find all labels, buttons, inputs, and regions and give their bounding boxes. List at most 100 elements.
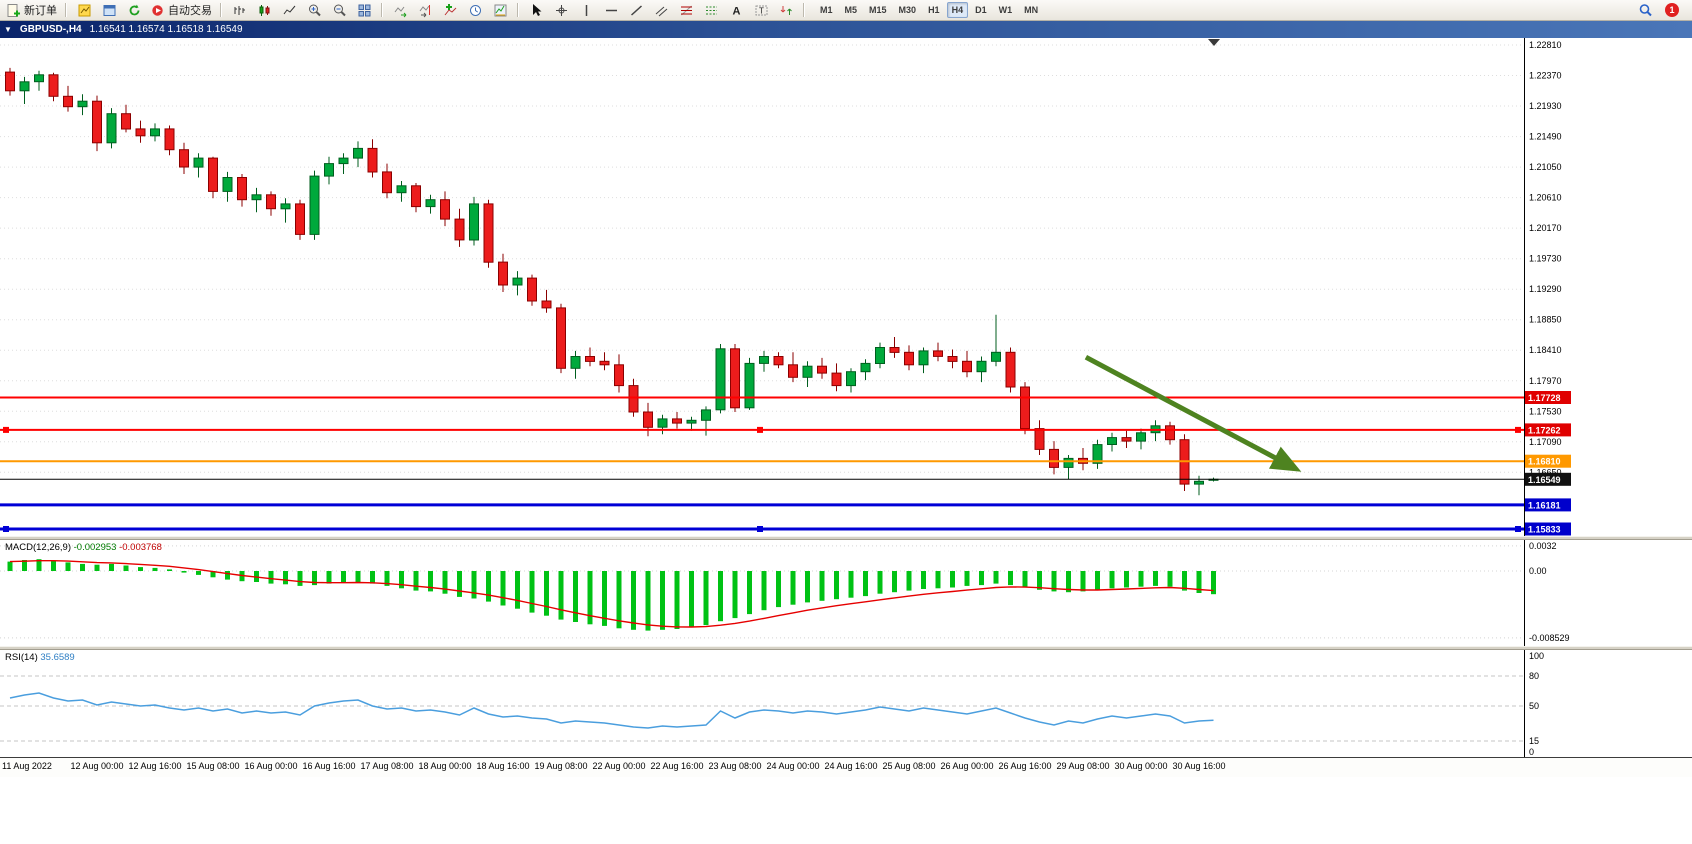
line-chart-button[interactable]: [277, 0, 301, 20]
svg-text:1.22370: 1.22370: [1529, 71, 1562, 81]
toolbar-separator: [803, 3, 805, 17]
svg-text:50: 50: [1529, 701, 1539, 711]
search-button[interactable]: [1633, 0, 1657, 20]
svg-text:1.16181: 1.16181: [1528, 500, 1561, 510]
svg-text:1.15833: 1.15833: [1528, 525, 1561, 535]
bar-chart-button[interactable]: [227, 0, 251, 20]
hline-1.17262: 1.17262: [0, 423, 1571, 437]
macd-signal-line: [9, 560, 1214, 628]
time-axis-label: 18 Aug 16:00: [476, 761, 530, 771]
auto-trading-icon: [152, 4, 163, 16]
chart-titlebar: ▼ GBPUSD-,H4 1.16541 1.16574 1.16518 1.1…: [0, 21, 1692, 38]
cursor-button[interactable]: [524, 0, 548, 20]
zoom-out-button[interactable]: [327, 0, 351, 20]
timeframe-button-m15[interactable]: M15: [869, 5, 887, 15]
toolbar-separator: [220, 3, 222, 17]
timeframe-button-m1[interactable]: M1: [820, 5, 833, 15]
svg-text:0.00: 0.00: [1529, 566, 1547, 576]
svg-text:1.17262: 1.17262: [1528, 425, 1561, 435]
svg-text:1.20610: 1.20610: [1529, 193, 1562, 203]
new-chart-button[interactable]: [72, 0, 96, 20]
text-button[interactable]: A: [724, 0, 748, 20]
chart-shift-button[interactable]: [413, 0, 437, 20]
cursor-icon: [532, 3, 541, 16]
rsi-panel[interactable]: 100 80 50 15 0: [0, 650, 1692, 757]
time-axis-label: 16 Aug 00:00: [244, 761, 298, 771]
time-axis-label: 17 Aug 08:00: [360, 761, 414, 771]
new-order-button[interactable]: 新订单: [3, 0, 60, 20]
timeframe-button-m5[interactable]: M5: [844, 5, 858, 15]
timeframe-button-w1[interactable]: W1: [998, 5, 1013, 15]
text-label-icon: T: [755, 5, 767, 15]
trendline-button[interactable]: [624, 0, 648, 20]
candlestick-chart[interactable]: 1.22810 1.22370 1.21930 1.21490 1.21050 1.206…: [0, 38, 1692, 536]
panel-splitter[interactable]: [0, 536, 1692, 540]
indicators-button[interactable]: [438, 0, 462, 20]
time-axis[interactable]: 11 Aug 2022 12 Aug 00:00 12 Aug 16:00 15 Au…: [0, 757, 1692, 777]
levels-button[interactable]: [699, 0, 723, 20]
refresh-icon: [129, 4, 139, 15]
templates-button[interactable]: [488, 0, 512, 20]
timeframe-button-h1[interactable]: H1: [928, 5, 940, 15]
time-axis-label: 22 Aug 00:00: [592, 761, 646, 771]
timeframe-button-d1[interactable]: D1: [975, 5, 987, 15]
svg-text:100: 100: [1529, 651, 1544, 661]
svg-text:1.21050: 1.21050: [1529, 162, 1562, 172]
timeframe-button-m30[interactable]: M30: [898, 5, 917, 15]
new-order-label: 新订单: [24, 5, 57, 17]
new-order-icon: [7, 3, 20, 17]
fibonacci-button[interactable]: [674, 0, 698, 20]
candlestick-chart-icon: [259, 4, 269, 16]
timeframe-button-mn[interactable]: MN: [1024, 5, 1039, 15]
time-axis-label: 19 Aug 08:00: [534, 761, 588, 771]
time-axis-label: 22 Aug 16:00: [650, 761, 704, 771]
zoom-in-button[interactable]: [302, 0, 326, 20]
auto-scroll-icon: [394, 6, 406, 17]
current-price-line: 1.16549: [0, 472, 1571, 486]
fibonacci-icon: [680, 5, 692, 15]
svg-text:1.17970: 1.17970: [1529, 376, 1562, 386]
auto-trading-button[interactable]: 自动交易: [147, 0, 215, 20]
time-axis-label: 26 Aug 16:00: [998, 761, 1052, 771]
toolbar-separator: [381, 3, 383, 17]
time-axis-label: 24 Aug 16:00: [824, 761, 878, 771]
auto-scroll-button[interactable]: [388, 0, 412, 20]
time-axis-label: 24 Aug 00:00: [766, 761, 820, 771]
chart-menu-icon[interactable]: ▼: [4, 25, 12, 34]
macd-panel[interactable]: 0.0032 0.00 -0.008529: [0, 540, 1692, 646]
hline-1.16810: 1.16810: [0, 454, 1571, 468]
timeframe-button-h4[interactable]: H4: [946, 2, 969, 18]
time-axis-label: 29 Aug 08:00: [1056, 761, 1110, 771]
svg-text:1.20170: 1.20170: [1529, 223, 1562, 233]
horizontal-line-button[interactable]: [599, 0, 623, 20]
svg-text:1.19730: 1.19730: [1529, 254, 1562, 264]
svg-text:80: 80: [1529, 671, 1539, 681]
vertical-line-button[interactable]: [574, 0, 598, 20]
refresh-button[interactable]: [122, 0, 146, 20]
svg-text:15: 15: [1529, 736, 1539, 746]
profiles-button[interactable]: [97, 0, 121, 20]
notification-badge[interactable]: 1: [1665, 3, 1679, 17]
bar-chart-icon: [234, 5, 245, 15]
tile-windows-button[interactable]: [352, 0, 376, 20]
periods-button[interactable]: [463, 0, 487, 20]
crosshair-button[interactable]: [549, 0, 573, 20]
candlestick-chart-button[interactable]: [252, 0, 276, 20]
periods-icon: [469, 4, 481, 16]
time-axis-label: 18 Aug 00:00: [418, 761, 472, 771]
svg-text:1.17090: 1.17090: [1529, 437, 1562, 447]
arrows-icon: [780, 5, 792, 15]
text-label-button[interactable]: T: [749, 0, 773, 20]
time-axis-label: 25 Aug 08:00: [882, 761, 936, 771]
search-icon: [1639, 3, 1652, 16]
time-axis-label: 23 Aug 08:00: [708, 761, 762, 771]
panel-splitter[interactable]: [0, 646, 1692, 650]
channel-button[interactable]: [649, 0, 673, 20]
templates-icon: [494, 4, 506, 16]
svg-text:1.22810: 1.22810: [1529, 40, 1562, 50]
time-axis-label: 12 Aug 00:00: [70, 761, 124, 771]
arrows-button[interactable]: [774, 0, 798, 20]
price-scale[interactable]: [1524, 38, 1692, 757]
chart-ohlc-label: 1.16541 1.16574 1.16518 1.16549: [89, 24, 243, 35]
time-axis-label: 15 Aug 08:00: [186, 761, 240, 771]
